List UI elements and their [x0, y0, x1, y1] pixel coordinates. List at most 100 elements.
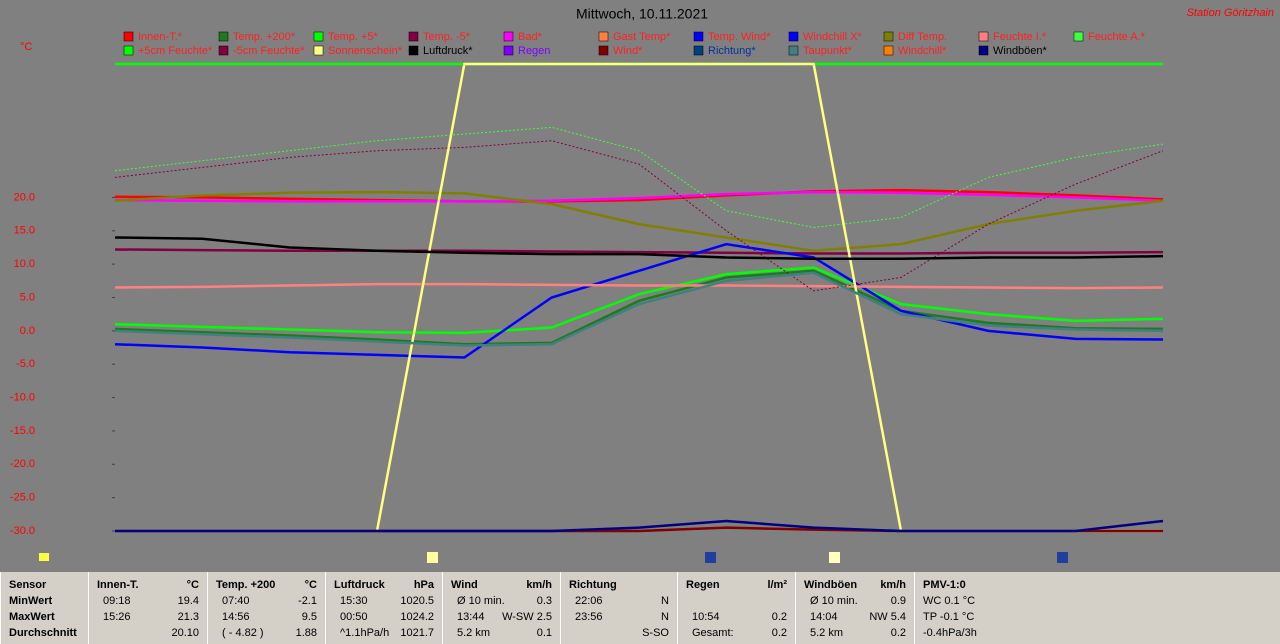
column-header: Luftdruck	[334, 579, 385, 591]
station-name: Station Göritzhain	[1187, 7, 1274, 19]
legend-label: Feuchte A.*	[1088, 31, 1146, 43]
legend-label: +5cm Feuchte*	[138, 45, 213, 57]
table-cell: 0.9	[890, 595, 906, 607]
table-cell: 15:30	[340, 595, 368, 607]
series-line	[114, 271, 1164, 347]
legend-label: Wind*	[613, 45, 643, 57]
table-cell: N	[661, 595, 669, 607]
column-header: PMV-1:0	[923, 579, 966, 591]
legend-swatch	[693, 31, 704, 42]
table-cell: 14:56	[222, 611, 250, 623]
column-header: Sensor	[9, 579, 47, 591]
table-cell: 1.88	[295, 627, 317, 639]
table-cell: S-SO	[642, 627, 669, 639]
column-header: Regen	[686, 579, 720, 591]
table-cell: 1024.2	[400, 611, 434, 623]
series-line	[114, 266, 1164, 335]
table-cell: 20.10	[171, 627, 199, 639]
series-line	[114, 248, 1164, 255]
table-cell: 10:54	[692, 611, 720, 623]
weather-icon	[1057, 552, 1068, 563]
series-line	[114, 269, 1164, 346]
table-cell: 23:56	[575, 611, 603, 623]
table-column: Windböen km/h Ø 10 min. 0.9 14:04 NW 5.4 5.2 k…	[795, 572, 914, 644]
table-column: PMV-1:0 WC 0.1 °C TP -0.1 °C -0.4hPa/3h	[914, 572, 1034, 644]
table-cell: 21.3	[177, 611, 199, 623]
legend-swatch	[313, 45, 324, 56]
legend-label: Innen-T.*	[138, 31, 183, 43]
x-icons	[39, 552, 1068, 563]
y-tick-label: -25.0	[10, 492, 35, 504]
row-header: MaxWert	[9, 611, 55, 623]
legend-swatch	[408, 31, 419, 42]
chart-title: Mittwoch, 10.11.2021	[576, 6, 708, 22]
table-cell: 14:04	[810, 611, 838, 623]
series-line	[114, 140, 1164, 292]
table-column: Wind km/h Ø 10 min. 0.3 13:44 W-SW 2.5 5.2 km 0…	[442, 572, 560, 644]
table-column: Temp. +200 °C 07:40 -2.1 14:56 9.5 ( - 4.82 ) 1…	[207, 572, 325, 644]
table-cell: -2.1	[298, 595, 317, 607]
legend-label: Sonnenschein*	[328, 45, 403, 57]
table-column: Luftdruck hPa 15:30 1020.5 00:50 1024.2 ^1.1hP…	[325, 572, 442, 644]
table-column: Regen l/m² 10:54 0.2 Gesamt: 0.2	[677, 572, 795, 644]
legend-label: -5cm Feuchte*	[233, 45, 305, 57]
legend-swatch	[598, 45, 609, 56]
series-line	[114, 242, 1164, 359]
series-line	[114, 236, 1164, 261]
table-cell: 0.1	[536, 627, 552, 639]
column-header: Wind	[451, 579, 478, 591]
table-column: Richtung 22:06 N 23:56 N S-SO	[560, 572, 677, 644]
y-tick-label: 0.0	[20, 325, 35, 337]
chart: Mittwoch, 10.11.2021 Station Göritzhain …	[0, 0, 1280, 572]
table-column: Innen-T. °C 09:18 19.4 15:26 21.3 20.10	[88, 572, 207, 644]
legend-label: Regen	[518, 45, 550, 57]
legend-swatch	[598, 31, 609, 42]
legend-swatch	[978, 31, 989, 42]
weather-icon	[39, 553, 49, 561]
legend-label: Taupunkt*	[803, 45, 853, 57]
table-cell: 15:26	[103, 611, 131, 623]
legend-label: Temp. +5*	[328, 31, 379, 43]
legend-swatch	[218, 45, 229, 56]
y-tick-label: 5.0	[20, 291, 35, 303]
series-line	[114, 282, 1164, 290]
row-header: MinWert	[9, 595, 53, 607]
legend-label: Temp. -5*	[423, 31, 471, 43]
legend-label: Windchill X*	[803, 31, 862, 43]
table-cell: 00:50	[340, 611, 368, 623]
table-cell: 5.2 km	[457, 627, 491, 639]
legend-label: Temp. +200*	[233, 31, 296, 43]
table-cell: 0.2	[771, 627, 787, 639]
series-line	[114, 188, 1164, 203]
table-cell: 9.5	[301, 611, 317, 623]
y-unit: °C	[20, 41, 32, 53]
table-cell: -0.4hPa/3h	[923, 627, 977, 639]
table-cell: N	[661, 611, 669, 623]
legend-swatch	[218, 31, 229, 42]
legend-swatch	[313, 31, 324, 42]
column-header: Windböen	[804, 579, 858, 591]
table-cell: 1020.5	[400, 595, 434, 607]
table-cell: 0.2	[771, 611, 787, 623]
table-cell: WC 0.1 °C	[923, 595, 976, 607]
column-header: Richtung	[569, 579, 617, 591]
legend-label: Luftdruck*	[423, 45, 473, 57]
table-cell: ^1.1hPa/h	[340, 627, 390, 639]
legend-swatch	[978, 45, 989, 56]
column-header: °C	[304, 579, 317, 591]
table-cell: Ø 10 min.	[457, 595, 505, 607]
legend-label: Windchill*	[898, 45, 947, 57]
legend-swatch	[123, 45, 134, 56]
table-cell: W-SW 2.5	[502, 611, 552, 623]
table-cell: 19.4	[177, 595, 199, 607]
table-cell: 07:40	[222, 595, 250, 607]
legend-swatch	[123, 31, 134, 42]
column-header: hPa	[413, 579, 434, 591]
table-cell: ( - 4.82 )	[222, 627, 264, 639]
y-tick-label: 15.0	[14, 225, 35, 237]
table-cell: Ø 10 min.	[810, 595, 858, 607]
weather-icon	[427, 552, 438, 563]
table-cell: 0.3	[536, 595, 552, 607]
series-line	[115, 519, 1164, 533]
table-cell: TP -0.1 °C	[923, 611, 975, 623]
